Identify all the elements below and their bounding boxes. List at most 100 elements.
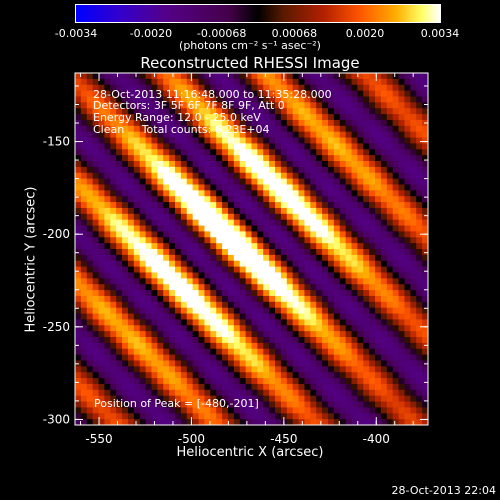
heatmap-cell (257, 108, 264, 115)
heatmap-cell (133, 413, 141, 420)
heatmap-cell (133, 266, 141, 274)
heatmap-cell (369, 348, 376, 356)
heatmap-cell (127, 325, 135, 332)
heatmap-cell (375, 196, 382, 203)
heatmap-cell (380, 108, 388, 115)
heatmap-cell (280, 348, 288, 356)
heatmap-cell (386, 307, 394, 315)
heatmap-cell (151, 96, 158, 103)
heatmap-cell (316, 407, 323, 414)
heatmap-cell (310, 272, 317, 279)
heatmap-cell (175, 225, 182, 232)
heatmap-cell (257, 149, 264, 156)
heatmap-cell (139, 348, 147, 356)
heatmap-cell (363, 337, 370, 344)
heatmap-cell (169, 102, 176, 109)
heatmap-cell (416, 272, 423, 279)
heatmap-cell (157, 243, 164, 250)
heatmap-cell (169, 114, 176, 121)
heatmap-cell (139, 372, 147, 379)
heatmap-cell (163, 143, 170, 150)
heatmap-cell (375, 78, 382, 86)
heatmap-cell (110, 413, 117, 420)
heatmap-cell (351, 366, 358, 373)
heatmap-cell (304, 319, 311, 326)
heatmap-cell (386, 378, 394, 385)
heatmap-cell (216, 342, 223, 350)
heatmap-cell (98, 249, 106, 256)
heatmap-cell (227, 184, 235, 191)
heatmap-cell (145, 407, 153, 414)
heatmap-cell (86, 202, 94, 209)
heatmap-cell (269, 266, 276, 274)
heatmap-cell (227, 90, 235, 98)
heatmap-cell (351, 419, 358, 425)
heatmap-cell (286, 290, 294, 297)
heatmap-cell (175, 207, 182, 215)
heatmap-cell (292, 383, 300, 391)
heatmap-cell (98, 337, 106, 344)
heatmap-cell (339, 73, 347, 80)
heatmap-cell (222, 125, 229, 133)
heatmap-cell (386, 413, 394, 420)
heatmap-cell (363, 231, 370, 238)
heatmap-cell (104, 272, 111, 279)
heatmap-cell (116, 102, 123, 109)
heatmap-cell (280, 178, 288, 186)
heatmap-cell (298, 84, 306, 92)
heatmap-cell (333, 383, 341, 391)
heatmap-cell (369, 172, 376, 180)
heatmap-cell (175, 325, 182, 332)
heatmap-cell (327, 413, 335, 420)
heatmap-cell (298, 202, 306, 209)
heatmap-cell (175, 184, 182, 191)
heatmap-cell (157, 360, 164, 367)
heatmap-cell (263, 90, 270, 98)
heatmap-cell (122, 301, 129, 309)
heatmap-cell (151, 301, 158, 309)
heatmap-cell (245, 237, 253, 244)
heatmap-cell (198, 307, 206, 315)
heatmap-cell (239, 290, 247, 297)
heatmap-cell (80, 178, 88, 186)
heatmap-cell (251, 190, 258, 197)
heatmap-cell (345, 295, 353, 303)
heatmap-cell (386, 96, 394, 103)
heatmap-cell (116, 383, 123, 391)
heatmap-cell (75, 172, 82, 180)
heatmap-cell (263, 249, 270, 256)
heatmap-cell (263, 389, 270, 397)
heatmap-cell (339, 348, 347, 356)
heatmap-cell (422, 295, 428, 303)
heatmap-cell (122, 73, 129, 80)
heatmap-cell (251, 143, 258, 150)
heatmap-cell (227, 254, 235, 262)
heatmap-cell (375, 161, 382, 168)
heatmap-cell (104, 389, 111, 397)
heatmap-cell (86, 360, 94, 367)
heatmap-cell (151, 360, 158, 367)
heatmap-cell (145, 401, 153, 408)
heatmap-cell (351, 178, 358, 186)
heatmap-cell (380, 225, 388, 232)
heatmap-cell (386, 149, 394, 156)
heatmap-cell (292, 307, 300, 315)
heatmap-cell (163, 313, 170, 320)
heatmap-cell (269, 313, 276, 320)
heatmap-cell (416, 161, 423, 168)
heatmap-cell (104, 419, 111, 425)
heatmap-cell (304, 360, 311, 367)
heatmap-cell (86, 213, 94, 221)
heatmap-cell (110, 237, 117, 244)
heatmap-cell (280, 102, 288, 109)
heatmap-cell (104, 243, 111, 250)
heatmap-cell (186, 413, 194, 420)
y-tick-label: -300 (43, 412, 70, 426)
heatmap-cell (198, 225, 206, 232)
heatmap-cell (322, 202, 329, 209)
heatmap-cell (116, 401, 123, 408)
heatmap-cell (257, 419, 264, 425)
heatmap-cell (280, 137, 288, 144)
heatmap-cell (198, 125, 206, 133)
heatmap-cell (275, 313, 282, 320)
